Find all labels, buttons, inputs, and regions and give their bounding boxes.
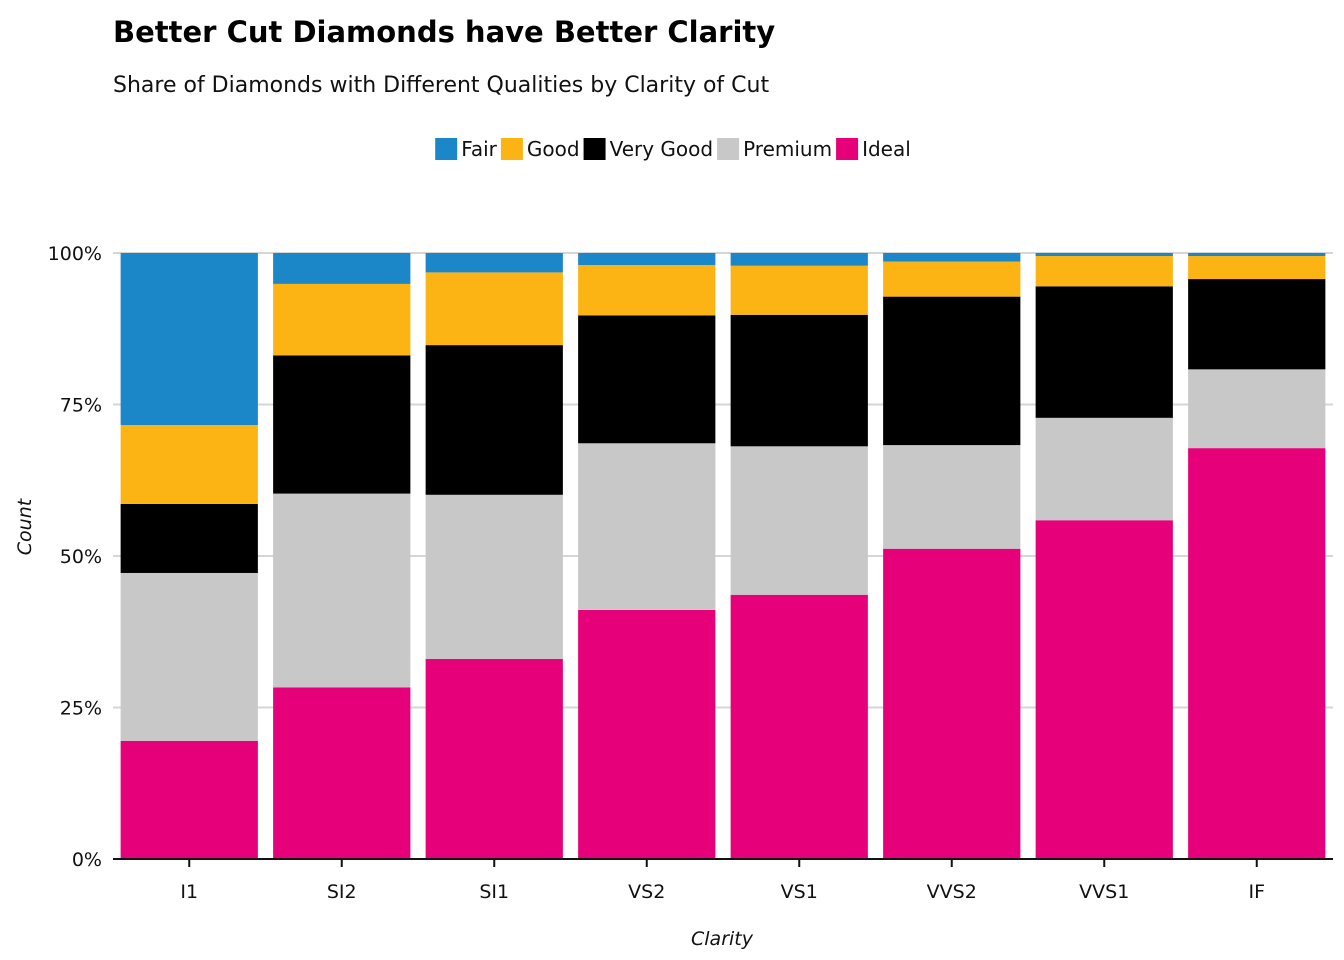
legend-swatch-ideal [836, 138, 859, 160]
bar-premium-vs1 [730, 446, 868, 595]
bar-fair-if [1188, 253, 1326, 257]
bar-ideal-vvs1 [1035, 520, 1173, 859]
legend-item-ideal: Ideal [836, 137, 911, 161]
bar-fair-vs1 [730, 253, 868, 266]
bar-premium-vvs1 [1035, 417, 1173, 521]
bar-premium-if [1188, 369, 1326, 449]
bar-premium-vs2 [578, 443, 716, 610]
axes: 0% 25% 50% 75% 100% I1 SI2 SI1 VS2 VS1 VVS2 VVS1 IF [48, 243, 1333, 903]
bar-stack-vvs2 [883, 253, 1021, 859]
bar-fair-vvs1 [1035, 253, 1173, 257]
bar-good-si2 [273, 283, 411, 356]
bar-stack-si2 [273, 253, 411, 859]
x-tick-label-si2: SI2 [327, 881, 357, 903]
legend-label-good: Good [527, 137, 580, 161]
legend-swatch-premium [717, 138, 740, 160]
x-tick-label-vvs1: VVS1 [1079, 881, 1129, 903]
bar-very-good-si2 [273, 355, 411, 494]
bar-good-vvs1 [1035, 256, 1173, 287]
bar-fair-i1 [120, 253, 258, 426]
x-tick-label-si1: SI1 [479, 881, 509, 903]
bar-very-good-vs1 [730, 314, 868, 447]
bar-fair-si1 [425, 253, 563, 273]
x-tick-label-if: IF [1248, 881, 1265, 903]
x-axis-title: Clarity [691, 928, 754, 950]
bar-ideal-si2 [273, 687, 411, 859]
bar-ideal-vs1 [730, 594, 868, 859]
bar-ideal-i1 [120, 740, 258, 859]
bar-ideal-if [1188, 448, 1326, 859]
y-tick-label: 75% [60, 395, 102, 417]
legend-label-premium: Premium [743, 137, 832, 161]
x-tick-label-vvs2: VVS2 [927, 881, 977, 903]
bar-good-i1 [120, 425, 258, 504]
chart-title: Better Cut Diamonds have Better Clarity [113, 15, 775, 49]
bar-ideal-vvs2 [883, 548, 1021, 859]
bar-premium-i1 [120, 572, 258, 741]
bar-stack-vs1 [730, 253, 868, 859]
chart-subtitle: Share of Diamonds with Different Qualiti… [113, 73, 769, 98]
legend-label-fair: Fair [461, 137, 497, 161]
bar-very-good-si1 [425, 345, 563, 495]
legend-swatch-good [500, 138, 523, 160]
legend: Fair Good Very Good Premium Ideal [435, 137, 911, 161]
legend-swatch-very-good [583, 138, 606, 160]
bar-ideal-si1 [425, 659, 563, 859]
bar-fair-si2 [273, 253, 411, 284]
bar-fair-vvs2 [883, 253, 1021, 262]
bar-premium-si2 [273, 493, 411, 688]
y-tick-label: 100% [48, 243, 102, 265]
bar-very-good-vvs2 [883, 296, 1021, 446]
bar-stack-i1 [120, 253, 258, 859]
bar-very-good-vvs1 [1035, 286, 1173, 418]
bar-very-good-vs2 [578, 315, 716, 444]
bar-good-vs1 [730, 265, 868, 315]
bars [120, 253, 1326, 859]
bar-ideal-vs2 [578, 609, 716, 859]
bar-very-good-if [1188, 279, 1326, 370]
y-axis-title: Count [14, 497, 36, 555]
y-tick-label: 25% [60, 698, 102, 720]
bar-stack-si1 [425, 253, 563, 859]
y-tick-label: 0% [72, 849, 102, 871]
x-tick-label-i1: I1 [180, 881, 198, 903]
legend-item-good: Good [500, 137, 580, 161]
legend-item-premium: Premium [717, 137, 832, 161]
bar-stack-vvs1 [1035, 253, 1173, 859]
bar-very-good-i1 [120, 503, 258, 573]
bar-good-vvs2 [883, 261, 1021, 297]
bar-good-vs2 [578, 265, 716, 316]
x-tick-label-vs1: VS1 [781, 881, 818, 903]
bar-stack-if [1188, 253, 1326, 859]
bar-stack-vs2 [578, 253, 716, 859]
legend-label-ideal: Ideal [862, 137, 911, 161]
x-tick-label-vs2: VS2 [628, 881, 665, 903]
legend-swatch-fair [435, 138, 458, 160]
bar-premium-vvs2 [883, 445, 1021, 549]
bar-good-si1 [425, 272, 563, 346]
bar-good-if [1188, 256, 1326, 280]
bar-premium-si1 [425, 494, 563, 660]
legend-item-fair: Fair [435, 137, 498, 161]
bar-fair-vs2 [578, 253, 716, 266]
legend-label-very-good: Very Good [610, 137, 714, 161]
y-tick-label: 50% [60, 546, 102, 568]
legend-item-very-good: Very Good [583, 137, 714, 161]
